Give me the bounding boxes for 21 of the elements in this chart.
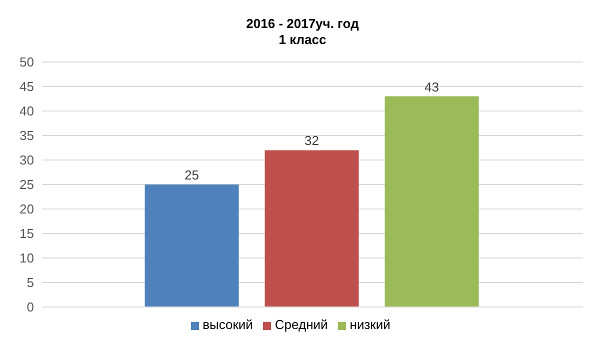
y-tick-label: 25 (20, 177, 34, 192)
y-tick-label: 35 (20, 128, 34, 144)
y-tick-label: 30 (20, 152, 34, 168)
y-tick-label: 40 (20, 104, 34, 119)
bar (384, 96, 479, 307)
y-tick-label: 15 (20, 226, 34, 242)
bar (264, 150, 359, 307)
legend-label: низкий (350, 317, 390, 332)
bar (144, 184, 239, 307)
y-tick-label: 50 (20, 54, 34, 70)
y-tick-label: 10 (20, 250, 34, 266)
data-label: 32 (304, 133, 320, 148)
chart-title: 2016 - 2017уч. год 1 класс (245, 16, 360, 48)
data-label: 25 (184, 168, 200, 182)
legend-label: высокий (202, 317, 253, 332)
y-tick-label: 0 (26, 300, 34, 315)
y-tick-label: 45 (20, 79, 34, 94)
legend-label: Средний (274, 317, 328, 332)
data-label: 43 (424, 79, 440, 94)
y-tick-label: 20 (20, 202, 34, 217)
y-tick-label: 5 (26, 275, 34, 290)
